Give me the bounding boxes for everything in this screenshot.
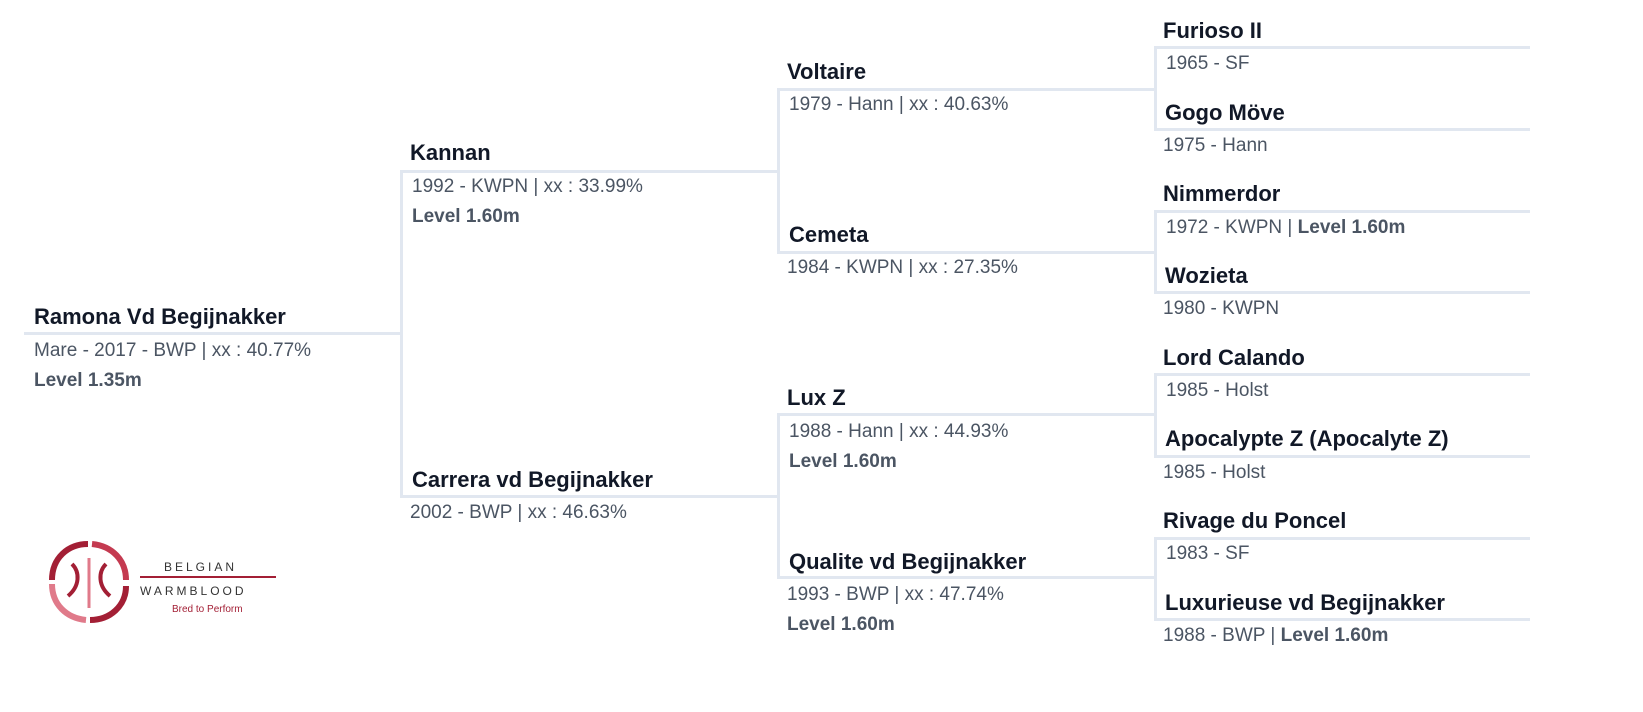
ancestor-7-details: 1983 - SF — [1166, 543, 1249, 565]
paternal-grandsire[interactable]: Voltaire — [787, 60, 866, 84]
horse-info: 1993 - BWP | xx : 47.74% — [787, 584, 1004, 605]
horse-name[interactable]: Carrera vd Begijnakker — [412, 467, 653, 492]
horse-level: Level 1.60m — [787, 614, 895, 635]
horse-name[interactable]: Rivage du Poncel — [1163, 508, 1347, 533]
ancestor-6-details: 1985 - Holst — [1163, 462, 1265, 484]
ancestor-8-details: 1988 - BWP | Level 1.60m — [1163, 625, 1388, 647]
horse-info: 1985 - Holst — [1166, 380, 1269, 401]
connector — [1154, 46, 1157, 130]
connector — [1154, 46, 1530, 49]
horse-info: 1988 - BWP | — [1163, 625, 1276, 646]
ancestor-6[interactable]: Apocalypte Z (Apocalyte Z) — [1165, 427, 1449, 451]
ancestor-1-details: 1965 - SF — [1166, 53, 1249, 75]
horse-name[interactable]: Gogo Möve — [1165, 100, 1285, 125]
horse-info: 1972 - KWPN | — [1166, 217, 1293, 238]
connector — [1154, 537, 1157, 621]
ancestor-2-details: 1975 - Hann — [1163, 135, 1268, 157]
maternal-grandsire[interactable]: Lux Z — [787, 386, 846, 410]
dam-details: 2002 - BWP | xx : 46.63% — [410, 502, 627, 524]
horse-name[interactable]: Luxurieuse vd Begijnakker — [1165, 590, 1445, 615]
horse-info: 1980 - KWPN — [1163, 298, 1280, 319]
connector — [1154, 373, 1157, 457]
ancestor-7[interactable]: Rivage du Poncel — [1163, 509, 1346, 533]
horse-name[interactable]: Ramona Vd Begijnakker — [34, 304, 286, 329]
horse-name[interactable]: Wozieta — [1165, 263, 1248, 288]
sire[interactable]: Kannan — [410, 141, 491, 165]
connector — [1154, 210, 1530, 213]
horse-name[interactable]: Voltaire — [787, 59, 867, 84]
ancestor-3-details: 1972 - KWPN | Level 1.60m — [1166, 217, 1405, 239]
ancestor-5-details: 1985 - Holst — [1166, 380, 1268, 402]
connector — [400, 170, 778, 173]
horse-info: 1983 - SF — [1166, 543, 1250, 564]
connector — [1154, 537, 1530, 540]
horse-info-row: 1972 - KWPN | Level 1.60m — [1166, 217, 1405, 239]
horse-name[interactable]: Kannan — [410, 140, 491, 165]
connector — [1154, 373, 1530, 376]
paternal-granddam[interactable]: Cemeta — [789, 223, 868, 247]
connector — [777, 413, 780, 579]
logo-line1: BELGIAN — [164, 560, 238, 574]
horse-name[interactable]: Apocalypte Z (Apocalyte Z) — [1165, 426, 1449, 451]
horse-info: 1988 - Hann | xx : 44.93% — [789, 421, 1009, 442]
connector — [1154, 210, 1157, 294]
ancestor-2[interactable]: Gogo Möve — [1165, 101, 1285, 125]
logo-emblem-icon — [49, 541, 129, 623]
connector — [777, 88, 780, 254]
horse-name[interactable]: Cemeta — [789, 222, 869, 247]
logo-wordmark: BELGIAN — [140, 558, 237, 576]
connector — [24, 332, 402, 335]
logo-tagline: Bred to Perform — [172, 604, 243, 615]
horse-info: 2002 - BWP | xx : 46.63% — [410, 502, 627, 523]
horse-level: Level 1.35m — [34, 370, 142, 391]
logo-line2: WARMBLOOD — [140, 584, 247, 598]
belgian-warmblood-logo: BELGIAN WARMBLOOD Bred to Perform — [44, 538, 284, 628]
paternal-grandsire-details: 1979 - Hann | xx : 40.63% — [789, 94, 1008, 116]
maternal-granddam-details: 1993 - BWP | xx : 47.74% Level 1.60m — [787, 584, 1004, 636]
ancestor-8[interactable]: Luxurieuse vd Begijnakker — [1165, 591, 1445, 615]
connector — [400, 495, 778, 498]
ancestor-4[interactable]: Wozieta — [1165, 264, 1248, 288]
logo-wordmark-2: WARMBLOOD — [140, 582, 247, 600]
connector — [777, 576, 1155, 579]
subject-details: Mare - 2017 - BWP | xx : 40.77% Level 1.… — [34, 340, 311, 392]
horse-info-row: 1988 - BWP | Level 1.60m — [1163, 625, 1388, 647]
horse-name[interactable]: Furioso II — [1163, 18, 1262, 43]
horse-info: 1992 - KWPN | xx : 33.99% — [412, 176, 643, 197]
horse-info: 1975 - Hann — [1163, 135, 1268, 156]
horse-level: Level 1.60m — [412, 206, 520, 227]
connector — [777, 88, 1155, 91]
ancestor-4-details: 1980 - KWPN — [1163, 298, 1279, 320]
connector — [777, 251, 1155, 254]
connector — [1154, 291, 1530, 294]
ancestor-5[interactable]: Lord Calando — [1163, 346, 1305, 370]
paternal-granddam-details: 1984 - KWPN | xx : 27.35% — [787, 257, 1018, 279]
horse-info: 1984 - KWPN | xx : 27.35% — [787, 257, 1018, 278]
ancestor-3[interactable]: Nimmerdor — [1163, 182, 1280, 206]
logo-rule — [140, 576, 276, 578]
horse-info: 1965 - SF — [1166, 53, 1250, 74]
horse-level: Level 1.60m — [1297, 217, 1406, 238]
connector — [1154, 455, 1530, 458]
horse-name[interactable]: Qualite vd Begijnakker — [789, 549, 1027, 574]
horse-level: Level 1.60m — [1280, 625, 1389, 646]
ancestor-1[interactable]: Furioso II — [1163, 19, 1262, 43]
subject-horse[interactable]: Ramona Vd Begijnakker — [34, 305, 286, 329]
horse-name[interactable]: Lord Calando — [1163, 345, 1305, 370]
maternal-grandsire-details: 1988 - Hann | xx : 44.93% Level 1.60m — [789, 421, 1008, 473]
connector — [1154, 618, 1530, 621]
sire-details: 1992 - KWPN | xx : 33.99% Level 1.60m — [412, 176, 643, 228]
connector — [1154, 128, 1530, 131]
horse-level: Level 1.60m — [789, 451, 897, 472]
horse-info: 1985 - Holst — [1163, 462, 1266, 483]
connector — [777, 413, 1155, 416]
connector — [400, 170, 403, 498]
maternal-granddam[interactable]: Qualite vd Begijnakker — [789, 550, 1026, 574]
horse-info: 1979 - Hann | xx : 40.63% — [789, 94, 1009, 115]
horse-name[interactable]: Lux Z — [787, 385, 846, 410]
horse-name[interactable]: Nimmerdor — [1163, 181, 1281, 206]
horse-info: Mare - 2017 - BWP | xx : 40.77% — [34, 340, 312, 361]
dam[interactable]: Carrera vd Begijnakker — [412, 468, 653, 492]
